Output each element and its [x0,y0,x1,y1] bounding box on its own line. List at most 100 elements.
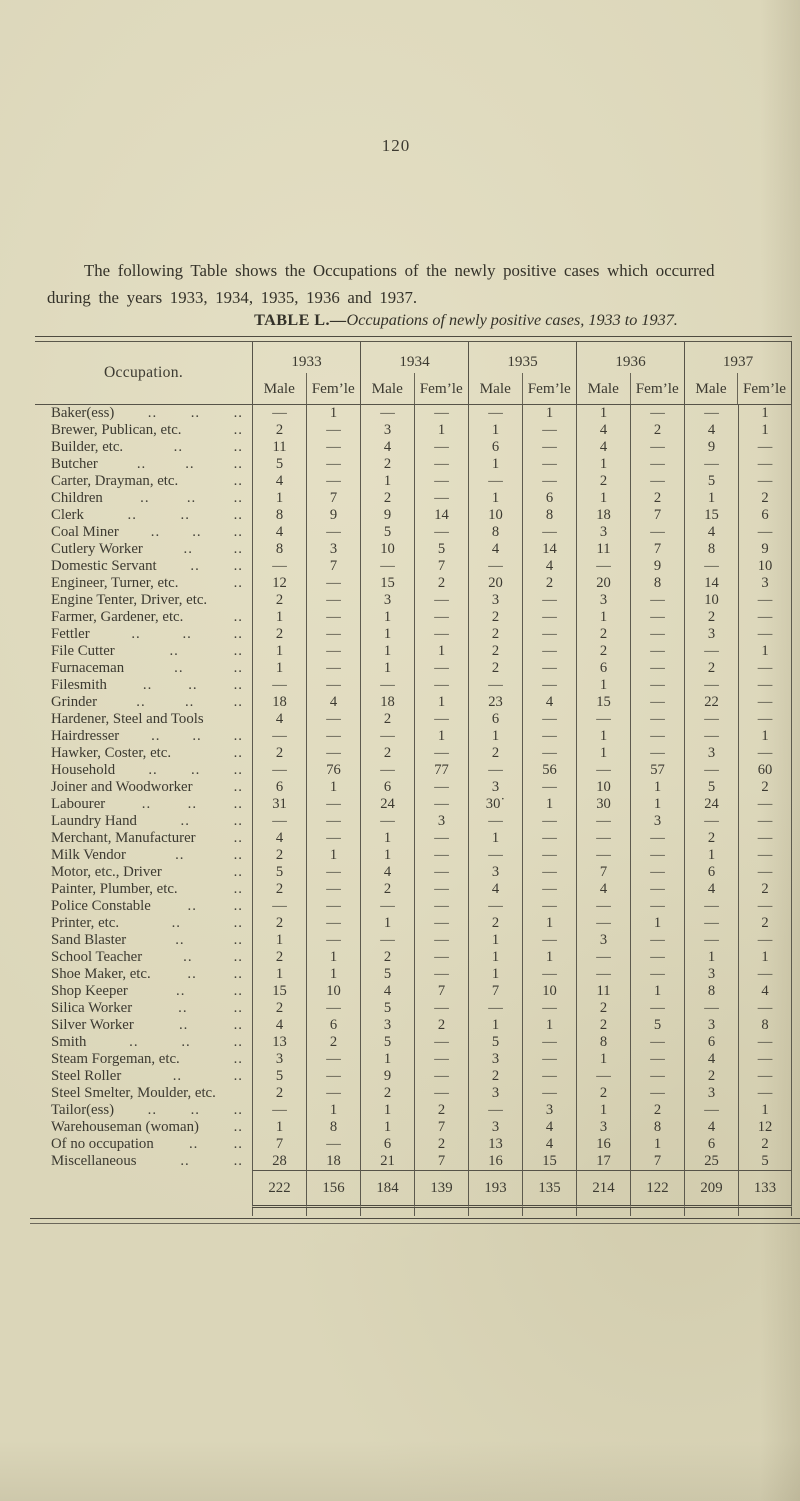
value-cell: 1 [306,779,360,796]
value-cell: — [414,626,468,643]
value-cell: 2 [738,881,792,898]
value-cell: 3 [468,1119,522,1136]
table-row: Silver Worker.... 4 6 3 2 1 1 2 5 3 8 [35,1017,792,1034]
occupation-label: Police Constable [51,898,151,914]
stub-border [522,1208,576,1216]
totals-spacer [35,1170,252,1208]
value-cell: 2 [414,1136,468,1153]
column-header-male: Male [469,373,523,404]
year-group-1933: 1933 Male Fem’le [252,342,360,404]
dot-leader: .. [129,1034,139,1050]
stub-border [468,1208,522,1216]
value-cell: 1 [684,490,738,507]
occupation-cell: Sand Blaster.... [35,932,252,949]
value-cell: 1 [360,473,414,490]
value-cell: 7 [306,558,360,575]
value-cell: — [630,694,684,711]
value-cell: 1 [414,694,468,711]
value-cell: — [630,711,684,728]
value-cell: 5 [252,864,306,881]
value-cell: 1 [468,422,522,439]
value-cell: 5 [684,473,738,490]
occupation-cell: Joiner and Woodworker.. [35,779,252,796]
value-cell: — [684,405,738,422]
value-cell: — [576,949,630,966]
table-row: Hardener, Steel and Tools 4—2—6— — — — — [35,711,792,728]
dot-leader: .. [190,558,200,574]
stub-border [306,1208,360,1216]
value-cell: 1 [576,728,630,745]
occupation-cell: Silver Worker.... [35,1017,252,1034]
occupation-cell: Motor, etc., Driver.. [35,864,252,881]
value-cell: — [306,1000,360,1017]
dot-leader: .. [233,915,243,931]
value-cell: — [684,932,738,949]
value-cell: 1 [738,949,792,966]
dot-leader: .. [183,541,193,557]
value-cell: 2 [576,643,630,660]
value-cell: — [630,745,684,762]
occupation-cell: Engine Tenter, Driver, etc. [35,592,252,609]
table-row: Farmer, Gardener, etc... 1—1—2—1—2— [35,609,792,626]
value-cell: — [306,1085,360,1102]
value-cell: 18 [576,507,630,524]
dot-leader: .. [150,524,161,540]
value-cell: 4 [576,881,630,898]
intro-line-2: during the years 1933, 1934, 1935, 1936 … [47,288,418,307]
value-cell: 7 [630,1153,684,1170]
dot-leader: .. [142,677,153,693]
value-cell: 3 [576,932,630,949]
occupation-cell: Domestic Servant.... [35,558,252,575]
table-row: Laundry Hand.... — — —3— — —3— — [35,813,792,830]
value-cell: — [414,490,468,507]
value-cell: — [684,643,738,660]
value-cell: 1 [360,1119,414,1136]
value-cell: 30 [576,796,630,813]
value-cell: 28 [252,1153,306,1170]
value-cell: — [630,949,684,966]
value-cell: — [414,524,468,541]
value-cell: — [738,711,792,728]
dot-leader: .. [190,405,201,421]
occupation-label: Brewer, Publican, etc. [51,422,182,438]
dot-leader: .. [233,881,243,897]
dot-leader: .. [175,847,185,863]
value-cell: — [630,1051,684,1068]
value-cell: — [630,524,684,541]
value-cell: 13 [468,1136,522,1153]
value-cell: — [522,524,576,541]
value-cell: 12 [738,1119,792,1136]
occupation-label: File Cutter [51,643,115,659]
value-cell: 1 [306,966,360,983]
column-header-female: Fem’le [419,379,463,397]
value-cell: — [252,558,306,575]
value-cell: — [522,1000,576,1017]
value-cell: 2 [414,1102,468,1119]
value-cell: — [630,1000,684,1017]
occupation-cell: Tailor(ess)...... [35,1102,252,1119]
value-cell: 5 [414,541,468,558]
dot-leader: .. [172,1068,183,1084]
value-cell: 2 [522,575,576,592]
value-cell: 24 [360,796,414,813]
value-cell: 1 [360,643,414,660]
value-cell: — [522,881,576,898]
occupation-label: School Teacher [51,949,143,965]
value-cell: 1 [522,915,576,932]
occupation-cell: Hardener, Steel and Tools [35,711,252,728]
value-cell: 4 [252,1017,306,1034]
occupation-cell: Clerk...... [35,507,252,524]
dot-leader: .. [233,1017,243,1033]
occupation-cell: Smith...... [35,1034,252,1051]
value-cell: 8 [684,541,738,558]
value-cell: 1 [576,1051,630,1068]
table-row: Labourer...... 31—24—30˙ 1 30 1 24— [35,796,792,813]
value-cell: 3 [468,1051,522,1068]
occupation-label: Sand Blaster [51,932,127,948]
table-row: Furnaceman.... 1—1—2—6—2— [35,660,792,677]
value-cell: 1 [738,422,792,439]
total-cell: 133 [738,1170,792,1208]
value-cell: 13 [252,1034,306,1051]
value-cell: — [684,677,738,694]
